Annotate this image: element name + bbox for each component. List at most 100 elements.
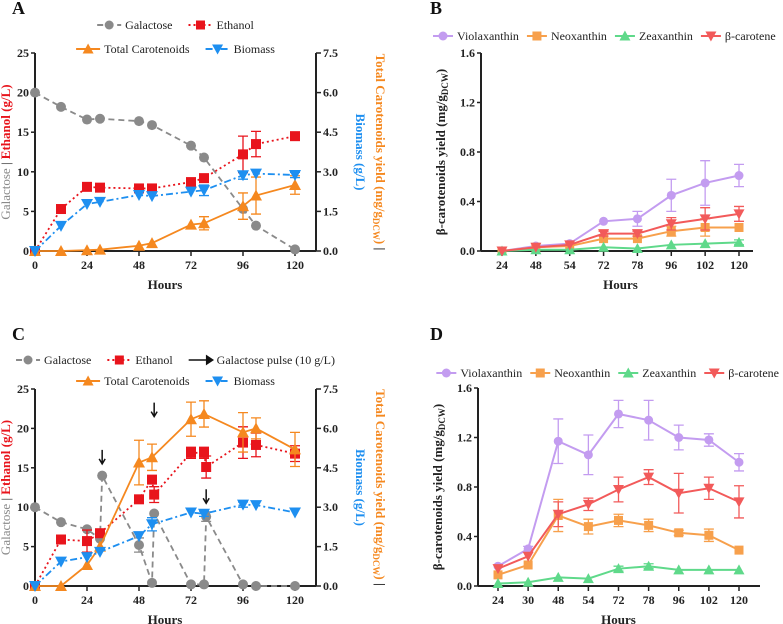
x-tick-label: 72: [185, 593, 197, 607]
legend-label: Zeaxanthin: [639, 29, 693, 43]
y-axis-title: β-carotenoids yield (mg/gDCW): [433, 69, 450, 236]
legend-item: Biomass: [205, 374, 276, 388]
pulse-arrow-icon: [98, 449, 106, 466]
y-axis-title: Galactose | Ethanol (g/L): [0, 84, 13, 219]
y2-tick-label: 6.0: [323, 86, 338, 100]
data-point: [523, 560, 533, 570]
y-tick-label: 25: [17, 382, 29, 396]
data-point: [552, 571, 564, 582]
x-tick-label: 102: [700, 593, 718, 607]
data-point: [81, 558, 93, 570]
data-point: [703, 564, 715, 575]
x-tick-label: 0: [32, 593, 38, 607]
series-total-carotenoids: [29, 400, 301, 591]
data-point: [564, 240, 576, 251]
y2-tick-label: 6.0: [323, 421, 338, 435]
legend-marker: [82, 375, 94, 386]
legend-label: Galactose: [125, 18, 172, 32]
data-point: [134, 183, 144, 194]
data-point: [201, 462, 212, 473]
data-point: [290, 244, 300, 255]
y-tick-label: 20: [17, 86, 29, 100]
legend-marker: [104, 20, 114, 30]
x-tick-label: 96: [237, 258, 249, 272]
data-point: [185, 186, 197, 198]
x-axis-title: Hours: [148, 277, 183, 292]
y-axis-title-part: Ethanol (g/L): [0, 420, 13, 495]
y2-axis-title-subscript: DCW: [371, 218, 381, 240]
x-tick-label: 54: [564, 258, 576, 272]
legend-marker: [535, 368, 545, 378]
data-point: [56, 204, 66, 215]
x-tick-label: 120: [730, 258, 748, 272]
series-violaxanthin: [493, 399, 744, 571]
data-point: [186, 447, 196, 458]
data-point: [290, 581, 300, 591]
y2-axis-title-carotenoids: Total Carotenoids yield (mg/gDCW) |: [371, 389, 388, 586]
y2-tick-label: 3.0: [323, 165, 338, 179]
data-point: [133, 190, 145, 202]
y-axis-title-part: |: [0, 159, 13, 168]
data-point: [496, 246, 508, 257]
x-tick-label: 0: [32, 258, 38, 272]
series-β-carotene: [496, 205, 745, 257]
chart-panel-a: 0 24 48 72 96 120 Hours 0 5 10 15 20 25 0.0 1.5 3.0 4.5 6…: [0, 18, 388, 292]
y-tick-label: 1.2: [457, 431, 472, 445]
legend-label: Neoxanthin: [554, 366, 610, 380]
legend-item: Galactose: [16, 353, 91, 367]
legend-item: Neoxanthin: [526, 29, 607, 43]
legend: Violaxanthin Neoxanthin Zeaxanthin β-carote…: [436, 366, 779, 380]
y2-axis-title-subscript: DCW: [371, 553, 381, 575]
x-axis-title: Hours: [148, 612, 183, 624]
x-tick-label: 54: [582, 593, 594, 607]
data-point: [82, 524, 92, 535]
x-tick-label: 48: [133, 258, 145, 272]
y-tick-label: 0: [23, 579, 29, 593]
legend-item: Zeaxanthin: [614, 29, 693, 43]
data-point: [237, 170, 249, 182]
data-point: [250, 422, 262, 434]
data-point: [734, 457, 744, 467]
data-point: [599, 216, 609, 226]
data-point: [149, 489, 160, 500]
y-tick-label: 20: [17, 421, 29, 435]
legend: Galactose Ethanol Galactose pulse (10 g/L)…: [16, 353, 335, 388]
legend-label: Ethanol: [135, 353, 173, 367]
data-point: [631, 243, 643, 254]
y-axis-title-part: Ethanol (g/L): [0, 84, 13, 159]
x-tick-label: 48: [133, 593, 145, 607]
data-point: [250, 168, 262, 180]
legend-marker: [708, 368, 720, 379]
legend-item: Zeaxanthin: [618, 366, 696, 380]
data-point: [289, 179, 301, 190]
y2-axis-title-part: |: [373, 244, 388, 250]
series-violaxanthin: [497, 160, 744, 256]
data-point: [198, 508, 210, 520]
data-point: [94, 196, 106, 208]
legend-marker: [195, 20, 205, 30]
y2-tick-label: 1.5: [323, 204, 338, 218]
y2-tick-label: 4.5: [323, 125, 338, 139]
data-point: [186, 579, 196, 590]
data-point: [30, 502, 40, 513]
legend-item: Ethanol: [188, 18, 254, 32]
legend-item: Violaxanthin: [433, 29, 519, 43]
data-point: [289, 507, 301, 519]
data-point: [95, 182, 105, 193]
data-point: [553, 436, 563, 446]
y2-tick-label: 7.5: [323, 46, 338, 60]
x-axis-title: Hours: [601, 612, 636, 624]
y2-tick-label: 0.0: [323, 579, 338, 593]
data-point: [583, 450, 593, 460]
pulse-arrow-icon: [150, 402, 158, 419]
y-axis-title-part: ): [433, 69, 448, 73]
y-tick-label: 15: [17, 125, 29, 139]
y2-tick-label: 4.5: [323, 461, 338, 475]
data-point: [29, 246, 41, 257]
data-point: [146, 519, 158, 531]
y-tick-label: 0.8: [460, 145, 475, 159]
x-tick-label: 96: [673, 593, 685, 607]
legend-label: Biomass: [234, 374, 276, 388]
data-point: [237, 426, 249, 438]
data-point: [251, 139, 261, 150]
